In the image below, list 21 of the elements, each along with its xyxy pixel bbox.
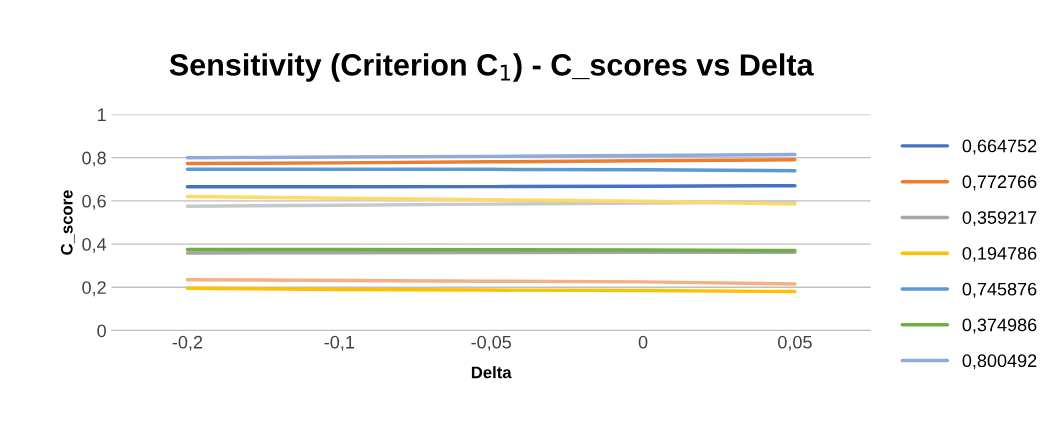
legend-label: 0,745876 bbox=[962, 282, 1037, 298]
x-tick-label: -0,2 bbox=[172, 335, 203, 351]
chart-title: Sensitivity (Criterion C$_{1}$) - C_scores vs Delta bbox=[169, 53, 814, 82]
y-tick-label: 1 bbox=[97, 108, 106, 122]
y-tick-label: 0,2 bbox=[82, 281, 106, 297]
legend-label: 0,359217 bbox=[962, 211, 1037, 227]
x-tick-label: -0,05 bbox=[471, 335, 511, 351]
legend-label: 0,772766 bbox=[962, 175, 1037, 191]
y-tick-label: 0,4 bbox=[82, 238, 107, 253]
legend-label: 0,374986 bbox=[962, 318, 1037, 334]
y-axis-title: C_score bbox=[60, 190, 75, 255]
x-tick-label: 0 bbox=[638, 335, 648, 349]
y-tick-label: 0 bbox=[97, 324, 106, 338]
x-tick-label: 0,05 bbox=[778, 335, 812, 351]
legend-label: 0,194786 bbox=[962, 246, 1037, 262]
y-tick-label: 0,8 bbox=[82, 151, 106, 167]
x-tick-label: -0,1 bbox=[324, 335, 354, 351]
x-axis-title: Delta bbox=[471, 366, 512, 379]
y-tick-label: 0,6 bbox=[82, 194, 106, 210]
legend-label: 0,800492 bbox=[962, 354, 1037, 370]
legend-label: 0,664752 bbox=[962, 139, 1037, 155]
